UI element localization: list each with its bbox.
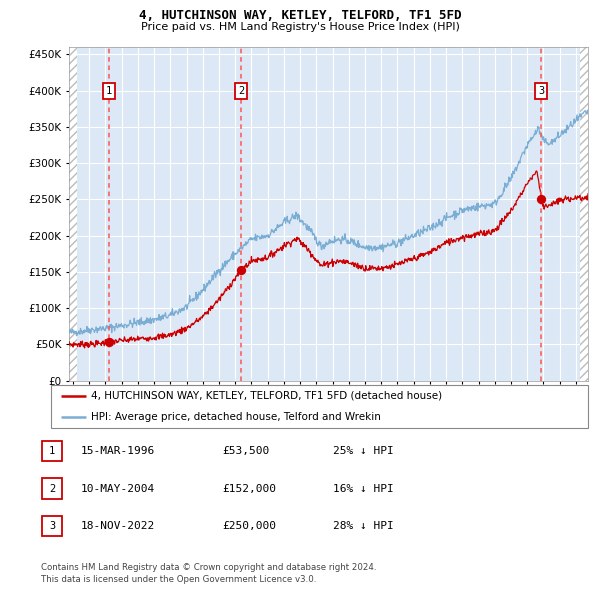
Text: 2: 2 xyxy=(49,484,55,493)
Text: 3: 3 xyxy=(538,86,545,96)
FancyBboxPatch shape xyxy=(42,478,62,499)
Text: Contains HM Land Registry data © Crown copyright and database right 2024.: Contains HM Land Registry data © Crown c… xyxy=(41,563,376,572)
Text: HPI: Average price, detached house, Telford and Wrekin: HPI: Average price, detached house, Telf… xyxy=(91,412,381,422)
Text: Price paid vs. HM Land Registry's House Price Index (HPI): Price paid vs. HM Land Registry's House … xyxy=(140,22,460,32)
Text: 4, HUTCHINSON WAY, KETLEY, TELFORD, TF1 5FD: 4, HUTCHINSON WAY, KETLEY, TELFORD, TF1 … xyxy=(139,9,461,22)
Text: £250,000: £250,000 xyxy=(222,522,276,531)
Text: 2: 2 xyxy=(238,86,244,96)
Point xyxy=(104,337,113,346)
Text: 1: 1 xyxy=(106,86,112,96)
Bar xyxy=(580,47,588,381)
Text: 18-NOV-2022: 18-NOV-2022 xyxy=(81,522,155,531)
Text: £53,500: £53,500 xyxy=(222,447,269,456)
Text: 10-MAY-2004: 10-MAY-2004 xyxy=(81,484,155,493)
Text: 3: 3 xyxy=(49,522,55,531)
Text: 25% ↓ HPI: 25% ↓ HPI xyxy=(333,447,394,456)
FancyBboxPatch shape xyxy=(42,441,62,461)
Point xyxy=(536,195,546,204)
Point xyxy=(236,266,246,275)
Bar xyxy=(69,47,77,381)
FancyBboxPatch shape xyxy=(42,516,62,536)
Text: £152,000: £152,000 xyxy=(222,484,276,493)
Text: 4, HUTCHINSON WAY, KETLEY, TELFORD, TF1 5FD (detached house): 4, HUTCHINSON WAY, KETLEY, TELFORD, TF1 … xyxy=(91,391,442,401)
Text: 15-MAR-1996: 15-MAR-1996 xyxy=(81,447,155,456)
Text: 16% ↓ HPI: 16% ↓ HPI xyxy=(333,484,394,493)
Text: 28% ↓ HPI: 28% ↓ HPI xyxy=(333,522,394,531)
Text: 1: 1 xyxy=(49,447,55,456)
Text: This data is licensed under the Open Government Licence v3.0.: This data is licensed under the Open Gov… xyxy=(41,575,316,584)
FancyBboxPatch shape xyxy=(51,385,588,428)
